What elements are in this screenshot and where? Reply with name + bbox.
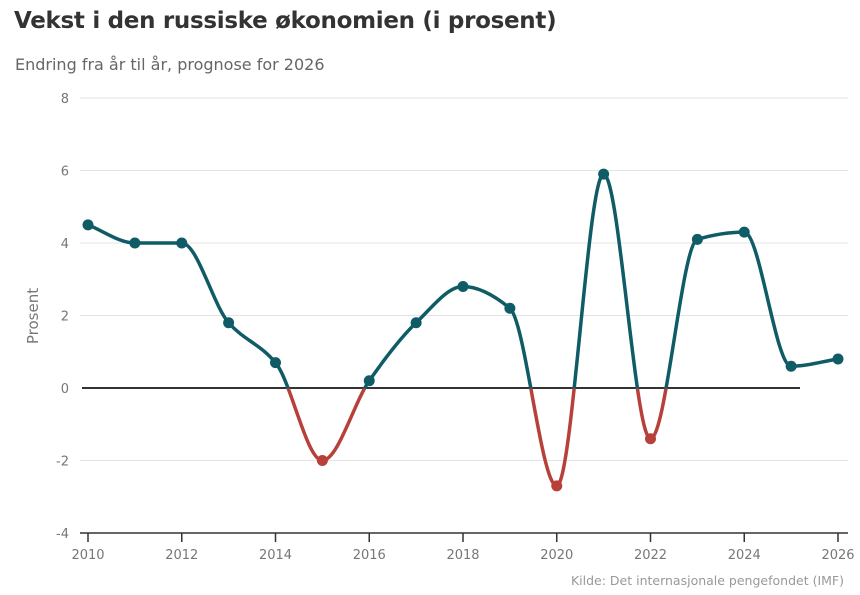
y-tick-label: 0: [61, 382, 69, 397]
y-tick-label: -2: [56, 455, 69, 470]
data-point-2017[interactable]: [410, 317, 422, 329]
data-points: [82, 168, 844, 492]
data-point-2018[interactable]: [457, 281, 469, 292]
data-point-2013[interactable]: [223, 317, 235, 329]
x-tick-label: 2014: [259, 548, 292, 563]
growth-line-negative: [286, 388, 668, 488]
data-point-2025[interactable]: [785, 360, 797, 372]
data-point-2022[interactable]: [645, 433, 656, 445]
y-axis-title: Prosent: [24, 288, 42, 344]
x-tick-label: 2026: [821, 548, 854, 563]
x-tick-label: 2020: [540, 548, 573, 563]
x-tick-label: 2022: [634, 548, 667, 563]
gridlines: [80, 97, 848, 461]
data-point-2016[interactable]: [363, 375, 375, 387]
x-tick-label: 2010: [71, 548, 104, 563]
data-point-2024[interactable]: [738, 226, 750, 238]
x-tick-label: 2024: [728, 548, 761, 563]
x-axis: 2010 2012 2014 2016 2018 2020 2022 2024 2026: [71, 532, 855, 563]
x-tick-label: 2012: [165, 548, 198, 563]
data-point-2015[interactable]: [316, 455, 328, 466]
y-tick-label: 2: [61, 310, 69, 325]
y-tick-label: -4: [56, 527, 69, 542]
chart-title: Vekst i den russiske økonomien (i prosen…: [14, 8, 557, 34]
y-tick-label: 8: [61, 92, 69, 107]
data-point-2020[interactable]: [551, 480, 563, 492]
chart-subtitle: Endring fra år til år, prognose for 2026: [15, 55, 325, 74]
growth-line-positive: [86, 172, 840, 389]
x-tick-label: 2016: [353, 548, 386, 563]
x-tick-label: 2018: [446, 548, 479, 563]
data-point-2023[interactable]: [691, 233, 703, 245]
data-point-2014[interactable]: [270, 357, 281, 369]
data-point-2012[interactable]: [176, 237, 188, 249]
data-point-2021[interactable]: [598, 168, 610, 180]
y-tick-label: 4: [61, 237, 69, 252]
data-point-2026[interactable]: [832, 353, 844, 365]
data-point-2010[interactable]: [82, 219, 94, 231]
data-point-2011[interactable]: [129, 237, 141, 249]
data-point-2019[interactable]: [504, 302, 516, 314]
source-note: Kilde: Det internasjonale pengefondet (I…: [570, 573, 844, 588]
y-axis-ticks: 8 6 4 2 0 -2 -4: [56, 92, 69, 542]
y-tick-label: 6: [61, 165, 69, 180]
